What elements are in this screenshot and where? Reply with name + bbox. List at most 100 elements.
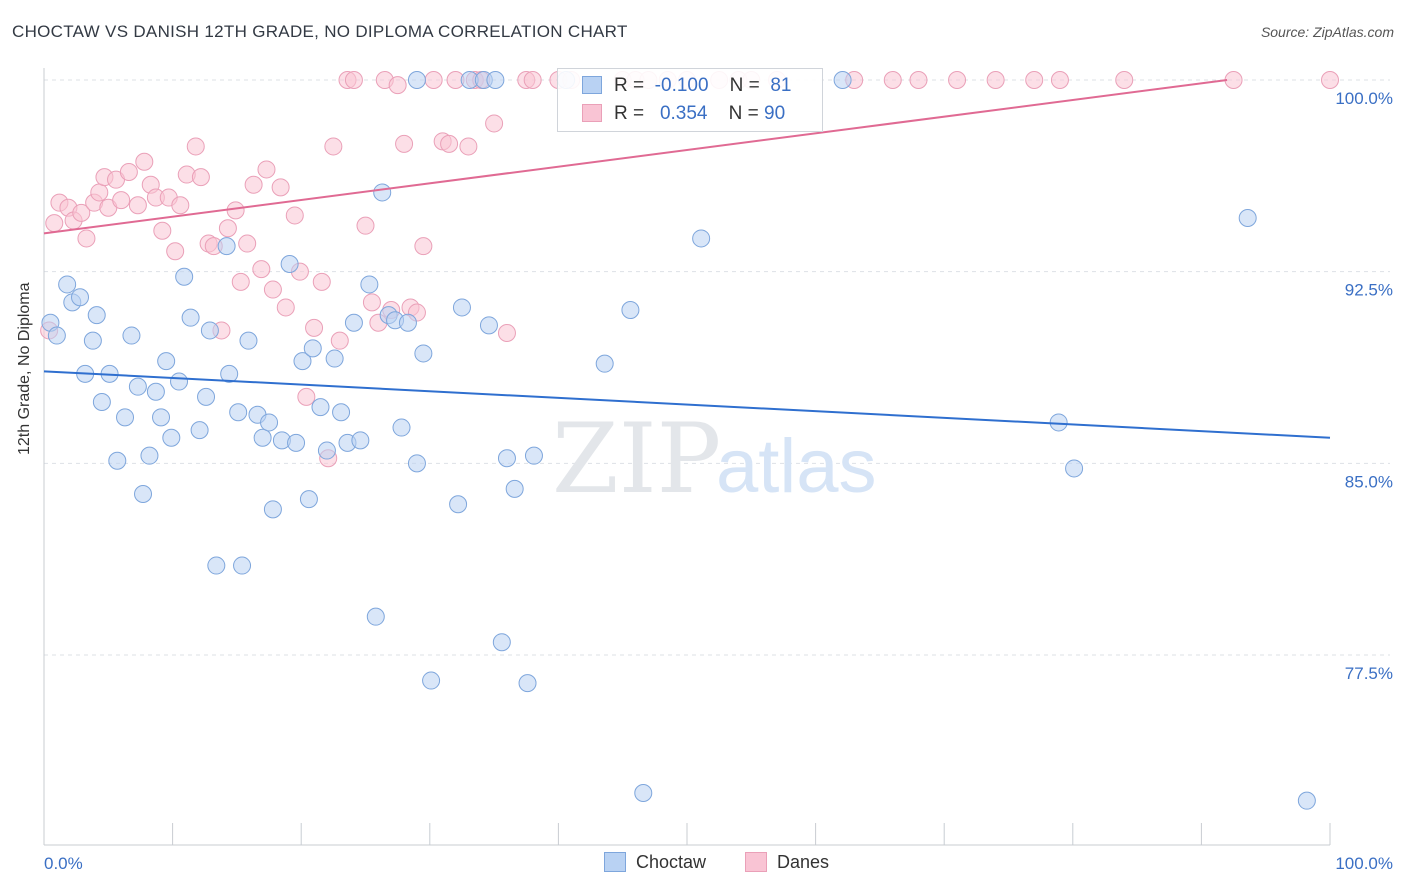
choctaw-point <box>351 431 370 450</box>
watermark: ZIP atlas <box>552 403 877 515</box>
danes-swatch <box>582 104 602 122</box>
choctaw-point <box>293 352 312 371</box>
danes-point <box>186 137 205 156</box>
choctaw-point <box>152 408 171 427</box>
danes-legend-label: Danes <box>777 852 830 872</box>
choctaw-point <box>47 326 66 345</box>
choctaw-point <box>217 237 236 256</box>
danes-point <box>153 221 172 240</box>
danes-point <box>297 387 316 406</box>
choctaw-point <box>692 229 711 248</box>
choctaw-point <box>170 372 189 391</box>
r-value: 0.354 <box>659 103 708 124</box>
choctaw-point <box>1049 413 1068 432</box>
choctaw-point <box>71 288 90 307</box>
n-label: N = <box>729 75 760 96</box>
choctaw-point <box>220 364 239 383</box>
bottom-legend-danes: Danes <box>745 852 829 873</box>
choctaw-point <box>207 556 226 575</box>
bottom-legend-choctaw: Choctaw <box>604 852 706 873</box>
danes-point <box>218 219 237 238</box>
y-tick-label: 100.0% <box>1335 89 1393 108</box>
x-tick-label: 0.0% <box>44 854 83 873</box>
choctaw-point <box>108 451 127 470</box>
danes-point <box>171 196 190 215</box>
choctaw-point <box>239 331 258 350</box>
danes-point <box>119 163 138 181</box>
choctaw-point <box>497 449 516 468</box>
choctaw-point <box>479 316 498 335</box>
danes-point <box>330 331 349 350</box>
danes-point <box>485 114 504 133</box>
choctaw-point <box>146 382 165 401</box>
danes-point <box>356 216 375 235</box>
choctaw-point <box>175 267 194 286</box>
choctaw-point <box>505 479 524 498</box>
danes-point <box>72 203 91 222</box>
danes-point <box>459 137 478 156</box>
danes-point <box>362 293 381 312</box>
choctaw-point <box>452 298 471 317</box>
danes-point <box>395 134 414 153</box>
danes-point <box>1224 71 1243 89</box>
choctaw-point <box>299 490 318 509</box>
y-tick-label: 85.0% <box>1345 472 1393 491</box>
danes-point <box>135 152 154 171</box>
choctaw-point <box>190 421 209 440</box>
choctaw-point <box>407 71 426 89</box>
axes <box>43 68 1331 846</box>
danes-point <box>324 137 343 156</box>
choctaw-point <box>83 331 102 350</box>
choctaw-swatch <box>582 76 602 94</box>
choctaw-point <box>311 398 330 417</box>
choctaw-point <box>263 500 282 519</box>
choctaw-point <box>595 354 614 373</box>
y-tick-labels: 77.5% 85.0% 92.5% 100.0% <box>1335 89 1393 683</box>
choctaw-point <box>414 344 433 363</box>
danes-point <box>276 298 295 317</box>
choctaw-point <box>1297 791 1316 810</box>
danes-point <box>1115 71 1134 89</box>
choctaw-point <box>200 321 219 340</box>
choctaw-legend-swatch <box>604 852 626 872</box>
trend-lines <box>43 79 1331 439</box>
choctaw-point <box>287 433 306 452</box>
danes-point <box>231 272 250 291</box>
choctaw-point <box>1238 209 1257 227</box>
danes-point <box>344 71 363 89</box>
choctaw-point <box>128 377 147 396</box>
choctaw-point <box>407 454 426 473</box>
chart-title: CHOCTAW VS DANISH 12TH GRADE, NO DIPLOMA… <box>12 22 628 41</box>
danes-point <box>77 229 96 248</box>
choctaw-point <box>229 403 248 422</box>
choctaw-point <box>253 428 272 447</box>
choctaw-point <box>325 349 344 368</box>
choctaw-point <box>303 339 322 358</box>
danes-point <box>523 71 542 89</box>
danes-point <box>191 168 210 187</box>
choctaw-point <box>422 671 441 690</box>
danes-point <box>948 71 967 89</box>
choctaw-point <box>344 313 363 332</box>
danes-point <box>424 71 443 89</box>
danes-point <box>1050 71 1069 89</box>
choctaw-point <box>122 326 141 345</box>
n-value: 90 <box>764 103 786 124</box>
choctaw-point <box>280 255 299 273</box>
legend-row-danes: R = 0.354 N = 90 <box>582 103 785 125</box>
x-tick-label: 100.0% <box>1335 854 1393 873</box>
danes-point <box>128 196 147 215</box>
danes-point <box>285 206 304 225</box>
choctaw-point <box>87 306 106 325</box>
n-label: N = <box>728 103 759 124</box>
choctaw-point <box>1065 459 1084 478</box>
stats-legend: R = -0.100 N = 81 R = 0.354 N = 90 <box>557 68 823 132</box>
danes-trend-line <box>43 79 1228 235</box>
choctaw-point <box>392 418 411 437</box>
danes-point <box>244 175 263 194</box>
choctaw-points <box>41 71 1316 810</box>
danes-point <box>883 71 902 89</box>
danes-point <box>440 134 459 153</box>
choctaw-point <box>486 71 505 89</box>
r-label: R = <box>614 103 645 124</box>
